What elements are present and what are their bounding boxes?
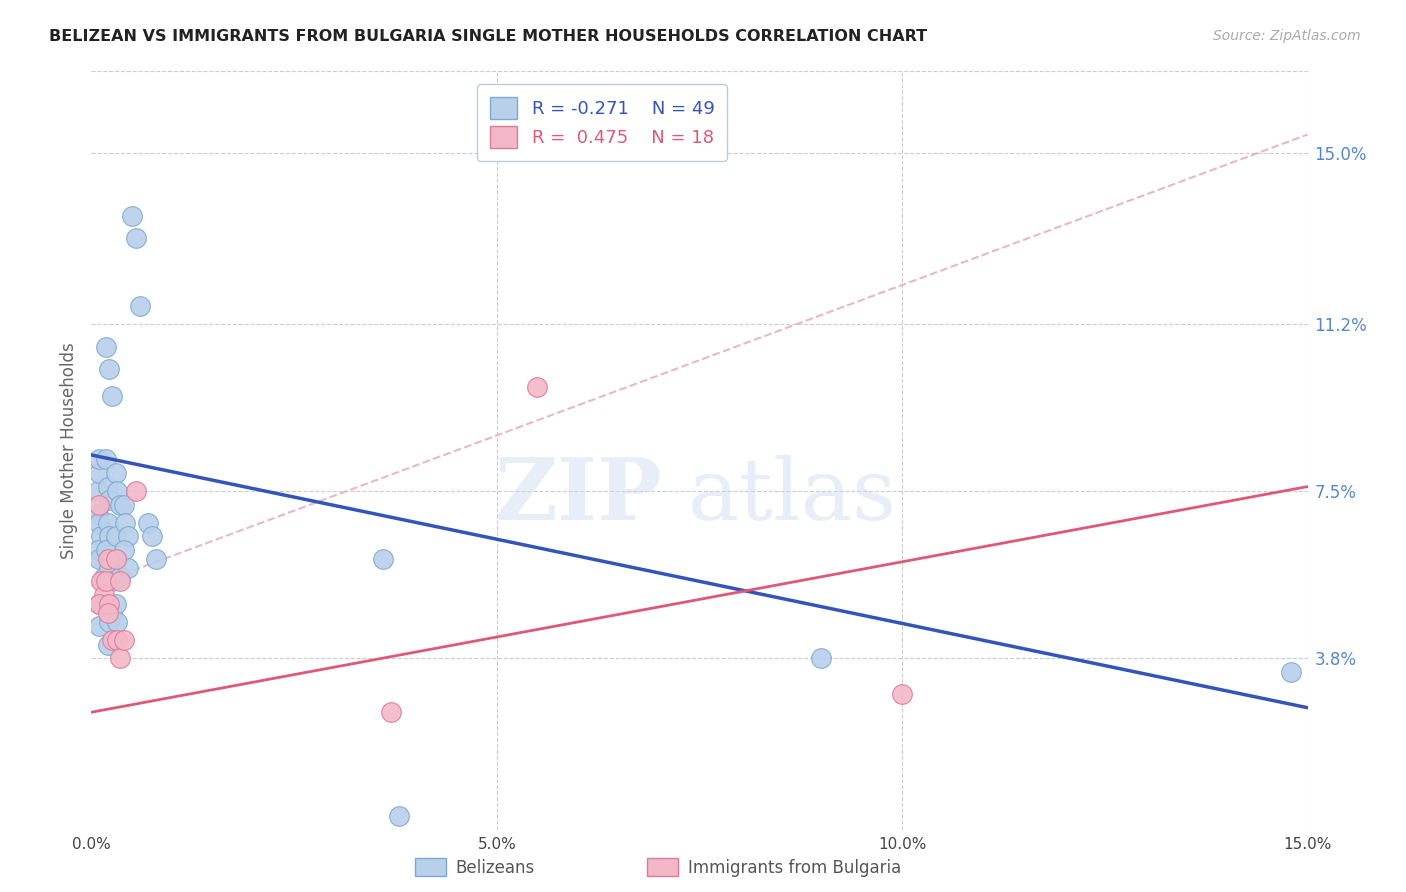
Point [112, 542, 135, 557]
Point [97, 551, 120, 566]
Point [87, 484, 110, 499]
Legend: R = -0.271    N = 49, R =  0.475    N = 18: R = -0.271 N = 49, R = 0.475 N = 18 [478, 84, 727, 161]
Point [100, 389, 122, 403]
Point [97, 516, 120, 530]
Text: Immigrants from Bulgaria: Immigrants from Bulgaria [688, 859, 901, 877]
Point [104, 529, 127, 543]
Point [136, 516, 159, 530]
Point [89, 498, 111, 512]
Point [98, 597, 121, 611]
Point [97, 638, 120, 652]
Point [117, 561, 139, 575]
Point [125, 231, 148, 245]
Point [108, 574, 131, 589]
Point [117, 529, 139, 543]
Point [94, 340, 117, 354]
Point [93, 570, 115, 584]
Point [89, 551, 111, 566]
Point [112, 498, 135, 512]
Y-axis label: Single Mother Households: Single Mother Households [59, 343, 77, 558]
Point [121, 209, 143, 223]
Point [98, 493, 121, 508]
Point [105, 633, 128, 648]
Point [94, 574, 117, 589]
Point [373, 551, 395, 566]
Text: atlas: atlas [688, 454, 897, 538]
Point [108, 570, 131, 584]
Point [89, 466, 111, 480]
Point [98, 615, 121, 629]
Point [89, 597, 111, 611]
Point [100, 633, 122, 648]
Point [108, 498, 131, 512]
Point [89, 452, 111, 467]
Text: BELIZEAN VS IMMIGRANTS FROM BULGARIA SINGLE MOTHER HOUSEHOLDS CORRELATION CHART: BELIZEAN VS IMMIGRANTS FROM BULGARIA SIN… [49, 29, 928, 44]
Point [97, 479, 120, 493]
Point [104, 597, 127, 611]
Point [380, 705, 402, 719]
Point [90, 574, 112, 589]
Point [104, 551, 127, 566]
Point [104, 466, 127, 480]
Point [93, 588, 115, 602]
Point [125, 484, 148, 499]
Point [141, 529, 163, 543]
Point [891, 687, 914, 701]
Point [98, 362, 121, 376]
Point [388, 809, 411, 823]
Point [98, 529, 121, 543]
Point [112, 633, 135, 648]
Point [526, 380, 548, 394]
Point [98, 561, 121, 575]
Text: Belizeans: Belizeans [456, 859, 534, 877]
Text: Source: ZipAtlas.com: Source: ZipAtlas.com [1213, 29, 1361, 43]
Point [100, 574, 122, 589]
Point [94, 542, 117, 557]
Point [129, 299, 152, 313]
Point [94, 452, 117, 467]
Text: ZIP: ZIP [495, 454, 664, 538]
Point [105, 484, 128, 499]
Point [89, 597, 111, 611]
Point [105, 615, 128, 629]
Point [108, 651, 131, 665]
Point [87, 507, 110, 521]
Point [145, 551, 167, 566]
Point [97, 597, 120, 611]
Point [89, 516, 111, 530]
Point [89, 619, 111, 633]
Point [100, 606, 122, 620]
Point [87, 542, 110, 557]
Point [105, 551, 128, 566]
Point [90, 529, 112, 543]
Point [810, 651, 832, 665]
Point [114, 516, 136, 530]
Point [97, 606, 120, 620]
Point [1279, 665, 1302, 679]
